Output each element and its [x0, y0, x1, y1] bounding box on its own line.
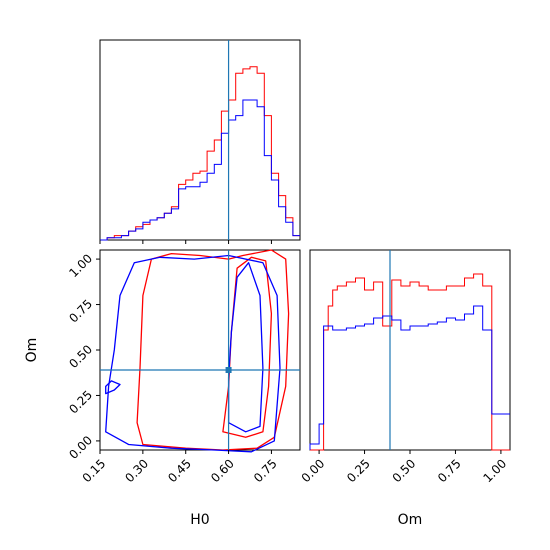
hist-H0-xticks: [99, 240, 272, 244]
contour-xticks: 0.15 0.30 0.45 0.60 0.75: [80, 450, 280, 485]
y-tick-label: 0.25: [66, 388, 95, 417]
y-tick-label: 0.00: [66, 433, 95, 462]
y-tick-label: 0.50: [66, 342, 95, 371]
hist-Om-xticks: 0.00 0.25 0.50 0.75 1.00: [299, 450, 509, 485]
histogram-red-series: [100, 66, 300, 241]
x-axis-label-H0: H0: [190, 512, 209, 528]
histogram-blue-series: [100, 99, 300, 241]
y-tick-label: 0.75: [66, 297, 95, 326]
x-tick-label: 0.00: [299, 456, 328, 485]
contour-blue-outer: [105, 254, 281, 453]
x-tick-label: 0.60: [208, 456, 237, 485]
hist-H0-frame: [99, 39, 301, 241]
x-tick-label: 0.30: [122, 456, 151, 485]
x-tick-label: 1.00: [480, 456, 509, 485]
contour-H0-Om-panel: 0.15 0.30 0.45 0.60 0.75 0.00 0.25 0.50 0.75 1.0…: [66, 249, 301, 485]
x-tick-label: 0.75: [251, 456, 280, 485]
hist-H0-series: [100, 66, 300, 241]
histogram-red-series: [310, 273, 510, 451]
x-axis-label-Om: Om: [398, 512, 423, 528]
x-tick-label: 0.75: [435, 456, 464, 485]
hist-Om-series: [309, 273, 510, 451]
x-tick-label: 0.50: [390, 456, 419, 485]
x-tick-label: 0.25: [344, 456, 373, 485]
contour-blue-inner: [227, 262, 264, 433]
x-tick-label: 0.45: [165, 456, 194, 485]
hist-H0-panel: [99, 39, 301, 244]
contour-blue-island: [105, 380, 121, 395]
x-tick-label: 0.15: [80, 456, 109, 485]
contour-series: [105, 249, 290, 453]
y-tick-label: 1.00: [66, 251, 95, 280]
contour-yticks: 0.00 0.25 0.50 0.75 1.00: [66, 251, 100, 462]
truth-marker: [225, 367, 232, 373]
contour-red-outer: [136, 249, 290, 451]
hist-Om-frame: [309, 249, 511, 451]
y-axis-label-Om: Om: [24, 338, 40, 363]
histogram-blue-series: [309, 305, 510, 450]
hist-Om-panel: 0.00 0.25 0.50 0.75 1.00: [299, 249, 511, 485]
contour-truth-lines: [100, 250, 300, 450]
